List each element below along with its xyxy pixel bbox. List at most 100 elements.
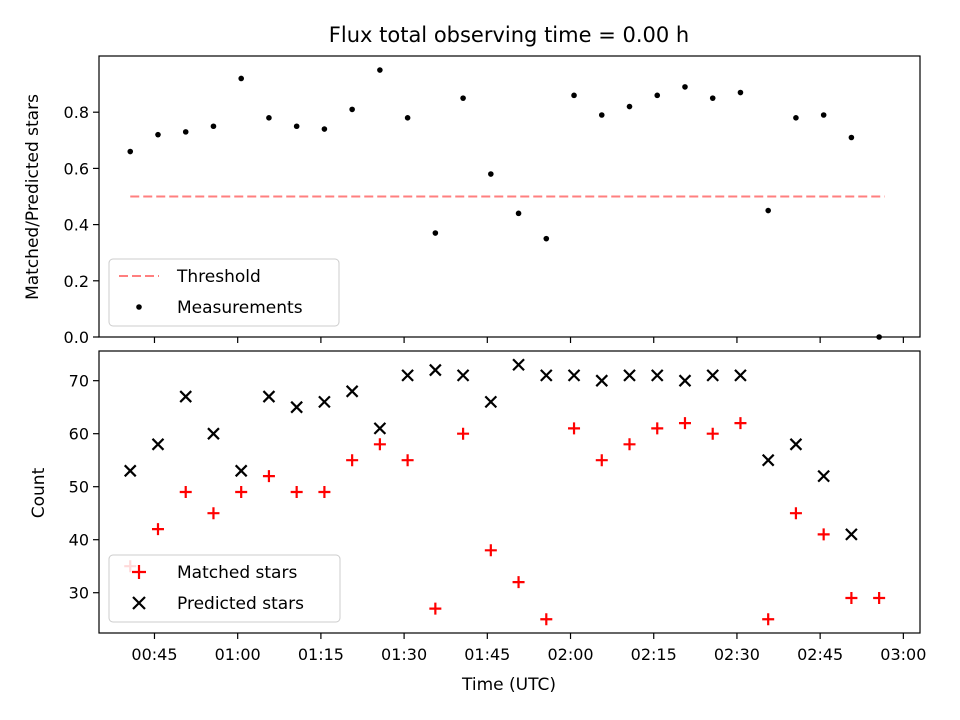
predicted-star-point xyxy=(817,469,830,483)
measurement-point xyxy=(127,148,134,155)
y-tick-label: 50 xyxy=(69,478,89,497)
x-tick-label: 03:00 xyxy=(880,645,926,664)
matched-star-point xyxy=(179,486,192,498)
measurement-point xyxy=(682,84,688,90)
legend-measurements-swatch xyxy=(136,304,142,310)
matched-star-point xyxy=(873,592,886,605)
matched-star-point xyxy=(401,454,414,467)
matched-star-point xyxy=(429,602,442,615)
x-tick-label: 01:00 xyxy=(215,645,261,664)
measurement-point xyxy=(737,89,744,96)
measurement-point xyxy=(404,115,411,121)
legend-threshold-label: Threshold xyxy=(176,267,261,287)
measurement-point xyxy=(321,126,328,132)
matched-star-point xyxy=(734,417,747,430)
predicted-star-point xyxy=(207,427,220,440)
matched-star-point xyxy=(457,427,470,440)
measurement-point xyxy=(238,75,244,82)
measurement-point xyxy=(377,67,383,73)
legend-matched-swatch xyxy=(132,565,146,579)
measurement-point xyxy=(654,92,661,99)
legend-measurements-label: Measurements xyxy=(177,298,303,318)
matched-star-point xyxy=(235,486,248,498)
top-plot-marks xyxy=(127,67,885,340)
y-tick-label: 30 xyxy=(69,584,89,603)
y-tick-label: 0.0 xyxy=(64,328,89,347)
measurement-point xyxy=(598,112,605,118)
measurement-point xyxy=(543,235,550,242)
y-tick-label: 0.6 xyxy=(64,159,89,178)
measurement-point xyxy=(848,134,855,141)
measurement-point xyxy=(765,207,771,214)
x-tick-label: 01:45 xyxy=(464,645,510,664)
top-y-axis-label: Matched/Predicted stars xyxy=(23,94,43,300)
measurement-point xyxy=(349,106,355,113)
bottom-y-axis-label: Count xyxy=(29,467,49,518)
matched-star-point xyxy=(789,507,802,520)
matched-star-point xyxy=(623,438,636,451)
matched-star-point xyxy=(373,438,386,451)
predicted-star-point xyxy=(318,395,331,409)
predicted-star-point xyxy=(262,390,276,403)
matched-star-point xyxy=(540,613,553,626)
matched-star-point xyxy=(651,422,664,435)
y-tick-label: 70 xyxy=(69,372,89,391)
top-x-tick-marks xyxy=(153,337,904,343)
predicted-star-point xyxy=(179,390,193,403)
bottom-y-ticks: 30 40 50 60 70 xyxy=(69,372,99,603)
predicted-star-point xyxy=(290,400,303,414)
legend-predicted-swatch xyxy=(132,596,146,610)
bottom-legend: Matched stars Predicted stars xyxy=(108,554,341,623)
top-plot-frame xyxy=(98,55,921,338)
predicted-star-point xyxy=(123,464,137,478)
x-tick-label: 02:45 xyxy=(797,645,843,664)
measurement-point xyxy=(210,123,217,130)
measurement-point xyxy=(432,230,439,236)
predicted-star-point xyxy=(761,453,775,467)
matched-star-point xyxy=(762,613,775,626)
measurement-point xyxy=(460,95,466,101)
predicted-star-point xyxy=(401,369,414,382)
predicted-star-point xyxy=(650,369,664,382)
measurement-point xyxy=(515,210,522,217)
predicted-star-point xyxy=(151,438,165,451)
measurement-point xyxy=(571,92,577,99)
bottom-panel: Count Time (UTC) 30 40 50 60 70 00:45 01:00 01… xyxy=(29,350,926,695)
legend-matched-label: Matched stars xyxy=(177,563,297,583)
x-tick-label: 01:30 xyxy=(381,645,427,664)
predicted-star-point xyxy=(373,422,387,435)
y-tick-label: 0.8 xyxy=(64,103,89,122)
y-tick-label: 40 xyxy=(69,531,89,550)
x-tick-label: 02:00 xyxy=(547,645,593,664)
predicted-star-point xyxy=(789,438,803,451)
measurement-point xyxy=(488,171,494,177)
predicted-star-point xyxy=(540,369,553,382)
matched-star-point xyxy=(346,454,359,467)
x-tick-label: 00:45 xyxy=(131,645,177,664)
measurement-point xyxy=(155,131,161,138)
matched-star-point xyxy=(290,486,303,498)
top-panel: Flux total observing time = 0.00 h Match… xyxy=(23,23,921,347)
predicted-star-point xyxy=(567,369,581,382)
matched-star-point xyxy=(817,528,830,541)
predicted-star-point xyxy=(706,369,719,382)
predicted-star-point xyxy=(456,369,470,382)
matched-star-point xyxy=(678,417,691,430)
x-axis-label: Time (UTC) xyxy=(461,675,556,695)
matched-star-point xyxy=(207,507,220,520)
top-legend-box xyxy=(108,258,340,327)
predicted-star-point xyxy=(845,528,858,541)
x-tick-label: 02:30 xyxy=(714,645,760,664)
predicted-star-point xyxy=(484,395,498,409)
predicted-star-point xyxy=(512,358,525,372)
measurement-point xyxy=(266,115,272,121)
predicted-star-point xyxy=(429,363,442,377)
predicted-star-point xyxy=(234,464,248,478)
legend-predicted-label: Predicted stars xyxy=(177,594,304,614)
measurement-point xyxy=(182,129,189,135)
predicted-star-point xyxy=(734,369,747,382)
bottom-plot-marks xyxy=(123,358,886,626)
top-legend: Threshold Measurements xyxy=(108,258,340,327)
predicted-star-point xyxy=(678,374,692,387)
